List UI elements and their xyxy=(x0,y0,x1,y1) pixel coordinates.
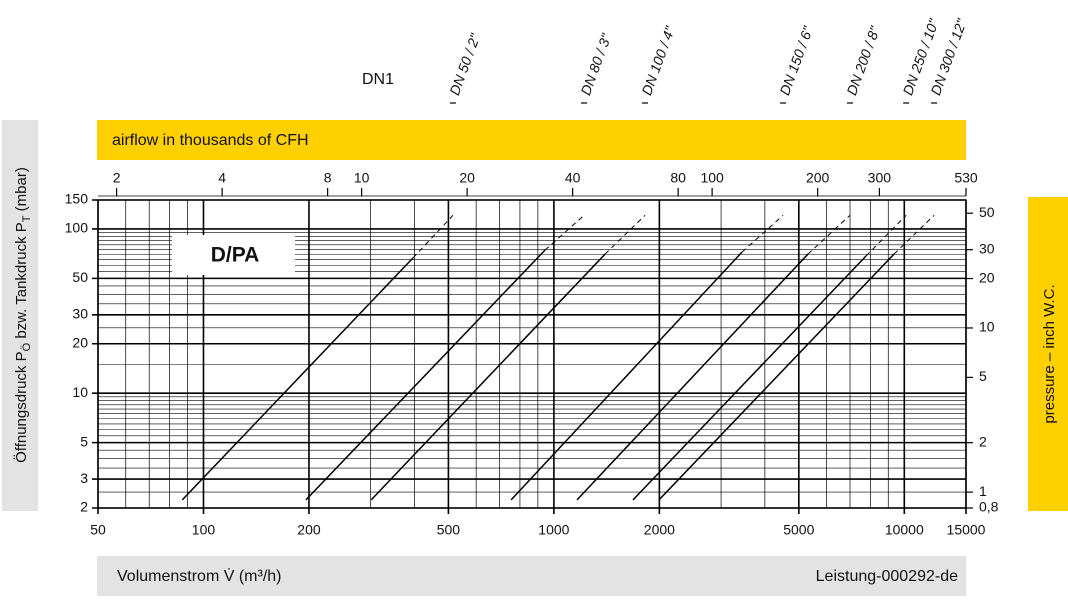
series-extension xyxy=(412,214,454,259)
series-line xyxy=(658,253,895,501)
x2-tick-label: 530 xyxy=(954,170,978,186)
series-line xyxy=(181,257,414,501)
y-tick-label: 3 xyxy=(80,470,88,486)
legend-label: DN 80 / 3" xyxy=(577,31,614,98)
y-tick-label: 5 xyxy=(80,433,88,449)
grid xyxy=(92,199,967,514)
y-tick-label: 100 xyxy=(65,220,89,236)
x-tick-label: 50 xyxy=(90,522,106,538)
y2-tick-label: 10 xyxy=(979,319,995,335)
x-tick-label: 100 xyxy=(192,522,216,538)
y2-axis-label: pressure – inch W.C. xyxy=(1041,284,1058,423)
x-tick-label: 15000 xyxy=(947,522,986,538)
series-line xyxy=(370,253,606,501)
label-part: Öffnungsdruck P xyxy=(12,351,30,462)
header: DN1 xyxy=(362,71,394,88)
chart-title: D/PA xyxy=(211,244,260,267)
x2-tick-label: 4 xyxy=(218,170,226,186)
x2-tick-label: 10 xyxy=(354,170,370,186)
x2-tick-label: 40 xyxy=(565,170,581,186)
x-tick-label: 500 xyxy=(437,522,461,538)
y2-tick-label: 0,8 xyxy=(979,499,999,515)
left-band xyxy=(2,120,38,511)
y2-tick-label: 1 xyxy=(979,483,987,499)
label-sub: T xyxy=(21,215,33,222)
series-extension xyxy=(865,214,907,257)
y2-tick-label: 5 xyxy=(979,368,987,384)
y2-tick-label: 2 xyxy=(979,433,987,449)
series-line xyxy=(510,251,743,501)
y-tick-label: 30 xyxy=(72,306,88,322)
series-extension xyxy=(807,214,851,255)
legend-label: DN 200 / 8" xyxy=(843,23,883,97)
legend-label: DN 100 / 4" xyxy=(638,23,678,97)
y2-tick-label: 20 xyxy=(979,269,995,285)
x-tick-label: 1000 xyxy=(538,522,569,538)
series-extension xyxy=(604,214,646,255)
y-tick-label: 20 xyxy=(72,334,88,350)
series-extension xyxy=(893,214,935,255)
y-tick-label: 10 xyxy=(72,384,88,400)
x2-tick-label: 200 xyxy=(806,170,830,186)
series-line xyxy=(576,253,809,501)
x2-tick-label: 80 xyxy=(670,170,686,186)
footer: Leistung-000292-de xyxy=(816,568,958,585)
label-sub: Ö xyxy=(21,342,33,351)
x2-axis-label: airflow in thousands of CFH xyxy=(112,132,309,149)
series-extension xyxy=(741,214,784,253)
x-tick-label: 5000 xyxy=(783,522,814,538)
top-band xyxy=(97,120,966,160)
x2-tick-label: 2 xyxy=(113,170,121,186)
label-part: bzw. Tankdruck P xyxy=(13,222,30,343)
x2-tick-label: 300 xyxy=(868,170,892,186)
series-line xyxy=(632,255,867,501)
y2-tick-label: 30 xyxy=(979,240,995,256)
y-tick-label: 2 xyxy=(80,499,88,515)
y-axis-label: Öffnungsdruck PÖ bzw. Tankdruck PT (mbar… xyxy=(12,167,33,463)
x-tick-label: 10000 xyxy=(885,522,924,538)
right-band xyxy=(1028,197,1068,511)
y-tick-label: 50 xyxy=(72,269,88,285)
title-box xyxy=(172,235,295,275)
bottom-band xyxy=(97,556,966,596)
y-tick-label: 150 xyxy=(65,191,89,207)
x-tick-label: 2000 xyxy=(644,522,675,538)
legend-label: DN 150 / 6" xyxy=(776,23,816,97)
label-part: (mbar) xyxy=(13,167,30,215)
y2-tick-label: 50 xyxy=(979,204,995,220)
x-tick-label: 200 xyxy=(297,522,321,538)
legend-label: DN 50 / 2" xyxy=(446,31,483,98)
x2-tick-label: 8 xyxy=(324,170,332,186)
x2-tick-label: 100 xyxy=(700,170,724,186)
x-axis-label: Volumenstrom V̇ (m³/h) xyxy=(117,567,281,585)
x2-tick-label: 20 xyxy=(459,170,475,186)
series-line xyxy=(305,249,546,501)
